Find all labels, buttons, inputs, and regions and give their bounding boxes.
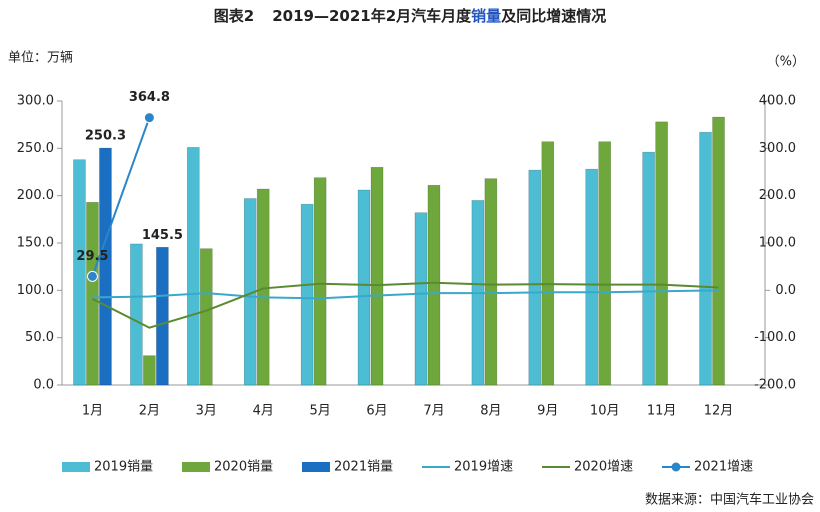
y2-tick-label: 400.0 [759,94,796,109]
bar [528,169,542,386]
bar [99,147,112,386]
bar [414,212,428,386]
line [92,281,719,329]
legend-label: 2021增速 [694,460,753,475]
bar [598,141,612,386]
bar [186,147,200,386]
bar [156,246,169,386]
bar [642,151,655,386]
bar [256,188,270,386]
y-tick-label: 100.0 [17,283,54,298]
bar [427,184,441,386]
source-note: 数据来源：中国汽车工业协会 [645,492,814,508]
bar [130,243,143,386]
legend-swatch [182,462,210,472]
y-axis-label: 单位：万辆 [8,51,73,66]
bar [73,159,86,386]
y2-tick-label: 200.0 [759,188,796,203]
y-tick-label: 150.0 [17,236,54,251]
y-tick-label: 0.0 [33,378,54,393]
line-marker [143,112,155,124]
y2-tick-label: -100.0 [754,330,796,345]
data-label: 250.3 [85,129,126,144]
y-tick-label: 50.0 [25,330,54,345]
y2-tick-label: 300.0 [759,141,796,156]
x-tick-label: 5月 [309,404,330,419]
bar [370,166,384,386]
x-tick-label: 10月 [590,404,620,419]
data-label: 145.5 [142,228,183,243]
bar [655,121,668,386]
legend-swatch [62,462,90,472]
x-tick-label: 7月 [423,404,444,419]
bar [313,177,327,386]
x-tick-label: 4月 [253,404,274,419]
bar [199,248,213,386]
legend-label: 2019增速 [454,460,513,475]
x-tick-label: 12月 [704,404,734,419]
bar [143,355,156,386]
legend-label: 2019销量 [94,460,153,475]
legend-swatch [302,462,330,472]
title-part: 图表2 [214,7,254,25]
legend-label: 2021销量 [334,460,393,475]
y2-tick-label: -200.0 [754,378,796,393]
bar [712,116,725,386]
y-tick-label: 200.0 [17,188,54,203]
title-part: 2019—2021年2月汽车月度 [272,7,472,25]
legend-marker [671,462,681,472]
data-label: 364.8 [129,90,170,105]
bar [300,203,314,386]
x-tick-label: 3月 [196,404,217,419]
line-marker [86,270,98,282]
chart-title: 图表2 2019—2021年2月汽车月度销量及同比增速情况 [214,7,606,25]
title-part: 销量 [471,7,501,25]
y-tick-label: 250.0 [17,141,54,156]
x-tick-label: 1月 [82,404,103,419]
bar [585,168,599,386]
data-label: 29.5 [76,249,108,264]
x-tick-label: 9月 [537,404,558,419]
legend-label: 2020增速 [574,460,633,475]
y2-tick-label: 0.0 [775,283,796,298]
x-tick-label: 11月 [647,404,677,419]
x-tick-label: 8月 [480,404,501,419]
bar [357,189,371,386]
bar [86,201,99,386]
x-tick-label: 6月 [366,404,387,419]
legend-label: 2020销量 [214,460,273,475]
bar [699,131,712,386]
line [92,289,719,300]
bar [484,178,498,386]
bar [541,141,555,386]
y2-axis-label: （%） [767,55,805,70]
line [91,117,151,277]
title-part: 及同比增速情况 [501,7,606,25]
y-tick-label: 300.0 [17,94,54,109]
x-tick-label: 2月 [139,404,160,419]
y2-tick-label: 100.0 [759,236,796,251]
